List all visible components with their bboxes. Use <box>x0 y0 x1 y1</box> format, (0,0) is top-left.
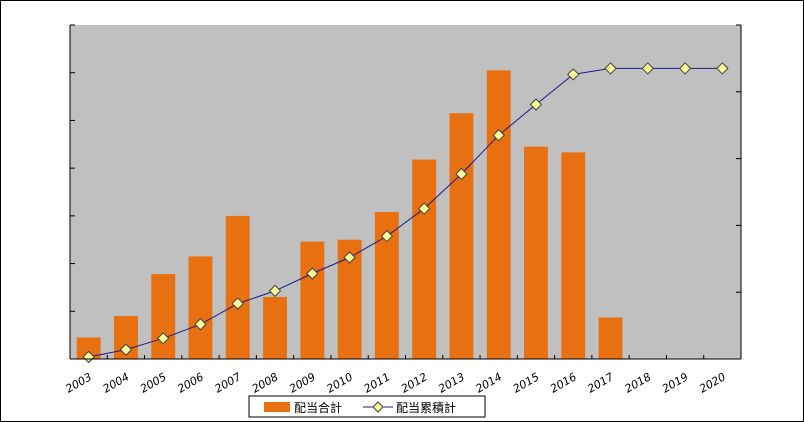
bar-2011 <box>374 212 399 359</box>
x-tick-label: 2011 <box>362 370 393 395</box>
bar-2014 <box>486 70 511 360</box>
x-tick-label: 2007 <box>213 370 244 395</box>
x-tick-label: 2012 <box>399 370 430 395</box>
legend: 配当合計 配当累積計 <box>248 395 486 418</box>
line-point-2013 <box>455 167 468 181</box>
x-tick-label: 2008 <box>250 370 281 395</box>
x-tick-label: 2005 <box>138 370 169 395</box>
bar-2013 <box>449 113 474 359</box>
x-tick-label: 2009 <box>287 370 318 395</box>
line-point-2014 <box>492 129 505 142</box>
x-tick-label: 2013 <box>436 370 467 395</box>
bar-2003 <box>76 337 101 359</box>
line-point-2008 <box>268 284 282 298</box>
x-tick-label: 2010 <box>324 370 355 395</box>
line-point-2004 <box>119 343 133 356</box>
x-tick-label: 2019 <box>660 370 691 395</box>
x-tick-label: 2014 <box>473 370 504 395</box>
line-point-2018 <box>641 62 655 75</box>
line-point-2012 <box>417 202 431 215</box>
line-point-2005 <box>156 332 170 345</box>
legend-diamond-marker <box>372 401 384 413</box>
line-point-2019 <box>678 62 692 75</box>
line-point-2016 <box>567 68 580 81</box>
bar-2005 <box>151 274 176 359</box>
x-tick-label: 2020 <box>697 370 728 395</box>
x-tick-label: 2006 <box>175 370 206 395</box>
x-tick-label: 2018 <box>623 370 654 395</box>
line-point-2006 <box>194 318 207 331</box>
bar-2006 <box>188 256 213 359</box>
bar-2010 <box>337 239 362 359</box>
x-tick-label: 2016 <box>548 370 579 395</box>
x-tick-label: 2017 <box>585 370 616 395</box>
line-point-2003 <box>82 350 95 364</box>
axes-layer <box>69 24 742 360</box>
x-tick-label: 2015 <box>511 370 542 395</box>
line-point-2007 <box>231 297 244 310</box>
bar-2012 <box>412 159 437 359</box>
line-layer <box>82 62 729 364</box>
x-tick-labels: 2003 2004 2005 2006 2007 2008 2009 2010 2011 2012… <box>63 370 728 395</box>
bar-2008 <box>263 297 287 359</box>
line-point-2010 <box>343 251 356 264</box>
legend-bar-swatch <box>264 402 290 412</box>
plot-area <box>70 25 741 359</box>
bar-2015 <box>524 146 548 359</box>
line-point-2009 <box>306 267 319 280</box>
cumulative-line <box>88 67 723 358</box>
bar-2009 <box>300 241 325 359</box>
line-point-2020 <box>716 62 729 75</box>
legend-bar-label: 配当合計 <box>294 400 342 415</box>
line-point-2011 <box>380 229 394 243</box>
x-tick-label: 2004 <box>101 370 132 395</box>
bar-2016 <box>561 152 586 359</box>
bar-2007 <box>225 215 250 359</box>
line-point-2015 <box>529 98 543 111</box>
legend-line-label: 配当累積計 <box>396 400 456 415</box>
x-tick-label: 2003 <box>63 370 94 395</box>
bar-2017 <box>598 317 623 359</box>
line-point-2017 <box>604 62 617 75</box>
